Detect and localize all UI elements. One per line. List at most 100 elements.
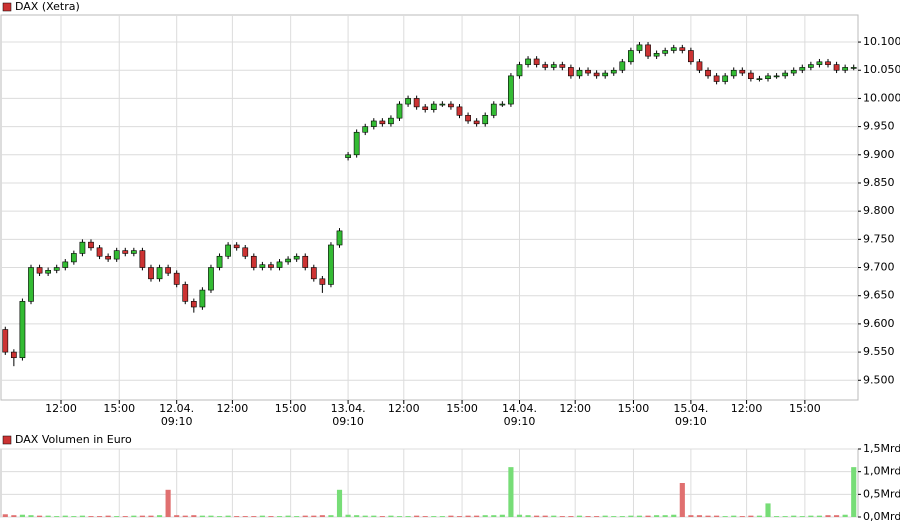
candle-body (790, 69, 797, 74)
volume-bar (362, 515, 368, 517)
volume-bar (696, 515, 703, 517)
volume-bar (191, 515, 197, 517)
candle-body (448, 103, 454, 108)
volume-bar (199, 515, 205, 517)
candle-body (225, 244, 231, 257)
candle-body (2, 329, 9, 353)
candle-body (319, 278, 326, 285)
candle-body (370, 120, 377, 127)
volume-bar (731, 515, 737, 517)
volume-bar (662, 515, 668, 517)
volume-bar (379, 516, 385, 517)
volume-bar (688, 515, 694, 517)
candle-body (345, 154, 351, 158)
volume-bar (491, 515, 497, 517)
chart-title: DAX Volumen in Euro (15, 433, 132, 446)
volume-bar (45, 515, 51, 517)
volume-bar (156, 515, 163, 517)
volume-bar (285, 515, 291, 517)
candle-body (807, 64, 814, 68)
x-tick-label: 12:00 (387, 402, 420, 415)
volume-bar (551, 515, 557, 517)
candle-body (113, 250, 120, 260)
x-tick-label: 12:00 (216, 402, 249, 415)
candle-body (782, 72, 789, 77)
volume-bar (225, 515, 231, 517)
candle-body (173, 272, 180, 285)
y-tick-label: 9.800 (863, 204, 895, 217)
candle-body (45, 270, 52, 274)
candle-body (122, 250, 129, 254)
candle-body (105, 255, 111, 260)
x-tick-label: 15:00 (103, 402, 136, 415)
volume-bar (302, 515, 308, 517)
candle-body (670, 47, 677, 51)
candle-body (490, 103, 497, 116)
volume-bar (11, 515, 17, 517)
legend-swatch (2, 435, 12, 445)
volume-bar (319, 515, 325, 517)
y-tick-label: 0,5Mrd (863, 487, 900, 500)
y-tick-label: 10.100 (863, 35, 900, 48)
candle-body (842, 67, 849, 71)
volume-bar (96, 516, 103, 517)
volume-bar (791, 515, 797, 517)
volume-bar (422, 516, 428, 517)
x-tick-label: 15:00 (617, 402, 650, 415)
y-tick-label: 9.950 (863, 120, 895, 133)
volume-bar (345, 514, 351, 517)
plot-area (0, 448, 859, 518)
volume-bar (208, 515, 214, 517)
volume-bar (174, 515, 180, 517)
y-tick-label: 9.550 (863, 345, 895, 358)
volume-bar (71, 516, 77, 517)
y-tick-label: 10.050 (863, 63, 900, 76)
x-tick-label: 12:00 (45, 402, 77, 415)
y-tick-label: 9.900 (863, 148, 895, 161)
volume-bar (456, 516, 463, 517)
candle-body (285, 258, 291, 263)
x-tick-label: 12:00 (559, 402, 592, 415)
x-tick-label: 12.04. 09:10 (159, 402, 195, 428)
volume-bar (559, 516, 565, 517)
candle-body (10, 351, 17, 359)
candle-body (165, 267, 171, 274)
volume-bar (139, 515, 145, 517)
volume-bar (122, 516, 128, 517)
candle-body (765, 75, 771, 79)
candle-body (259, 264, 266, 268)
candle-body (610, 69, 617, 74)
volume-bar (645, 515, 651, 517)
volume-bar (165, 489, 171, 517)
volume-bar (525, 515, 531, 517)
y-tick-label: 9.700 (863, 261, 895, 274)
candle-body (422, 106, 429, 110)
candle-body (88, 241, 94, 249)
volume-bar (276, 516, 283, 517)
candle-body (602, 72, 609, 77)
volume-bar (354, 515, 360, 517)
x-tick-label: 15:00 (789, 402, 821, 415)
volume-bar (474, 515, 480, 517)
candle-body (679, 47, 686, 51)
volume-bar (705, 515, 711, 517)
candle-body (250, 255, 257, 268)
volume-bar (576, 515, 583, 517)
volume-bar (148, 515, 154, 517)
volume-bar (28, 515, 34, 517)
volume-bar (234, 516, 240, 517)
candle-body (525, 58, 531, 65)
volume-bar (465, 515, 471, 517)
volume-bar (782, 516, 788, 517)
candle-body (628, 50, 634, 63)
candle-body (850, 67, 857, 69)
volume-bar (482, 515, 488, 517)
volume-bar (371, 515, 377, 517)
candle-body (773, 75, 780, 78)
candle-body (182, 284, 189, 302)
candle-body (413, 98, 420, 108)
volume-bar (602, 515, 608, 517)
candle-body (499, 103, 506, 106)
